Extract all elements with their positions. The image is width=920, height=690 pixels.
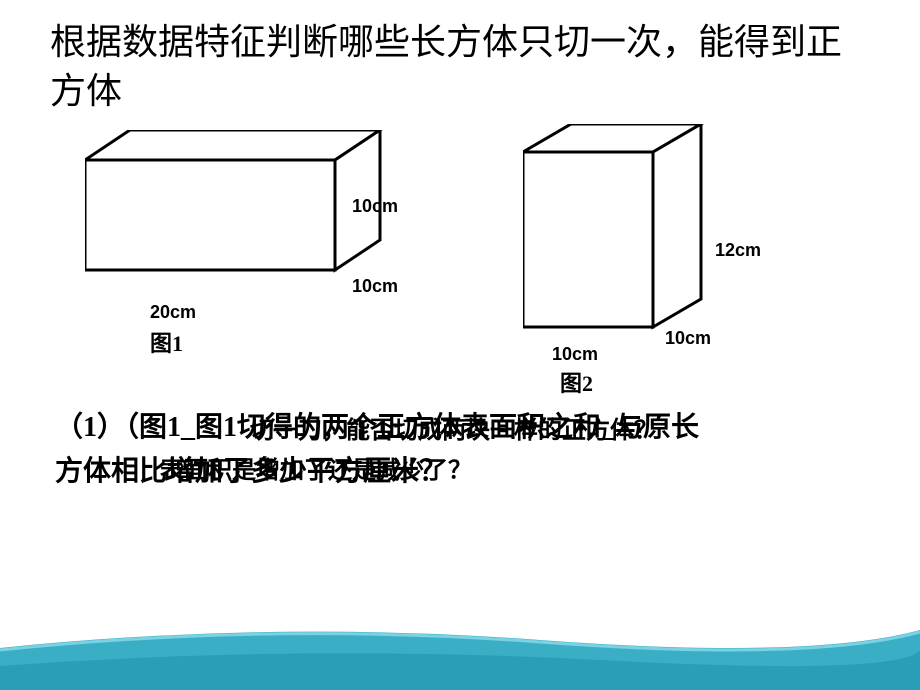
question-line1: （1）（图1_图1切得的两个正方体表面积之和_与原长 — [55, 408, 865, 449]
fig2-label: 图2 — [560, 366, 593, 398]
fig1-length-label: 20cm — [150, 302, 196, 323]
fig2-depth-label: 10cm — [665, 328, 711, 349]
footer-band — [0, 620, 920, 690]
fig1-depth-label: 10cm — [352, 276, 398, 297]
fig1-label: 图1 — [150, 326, 183, 358]
fig2-height-label: 12cm — [715, 240, 761, 261]
question-line2: 方体相比增加了多少平方厘米？ — [55, 452, 865, 493]
fig2-length-label: 10cm — [552, 344, 598, 365]
page-title: 根据数据特征判断哪些长方体只切一次，能得到正方体 — [50, 18, 870, 115]
figure2-cuboid — [523, 124, 723, 354]
fig1-height-label: 10cm — [352, 196, 398, 217]
title-text: 根据数据特征判断哪些长方体只切一次，能得到正方体 — [50, 22, 842, 111]
